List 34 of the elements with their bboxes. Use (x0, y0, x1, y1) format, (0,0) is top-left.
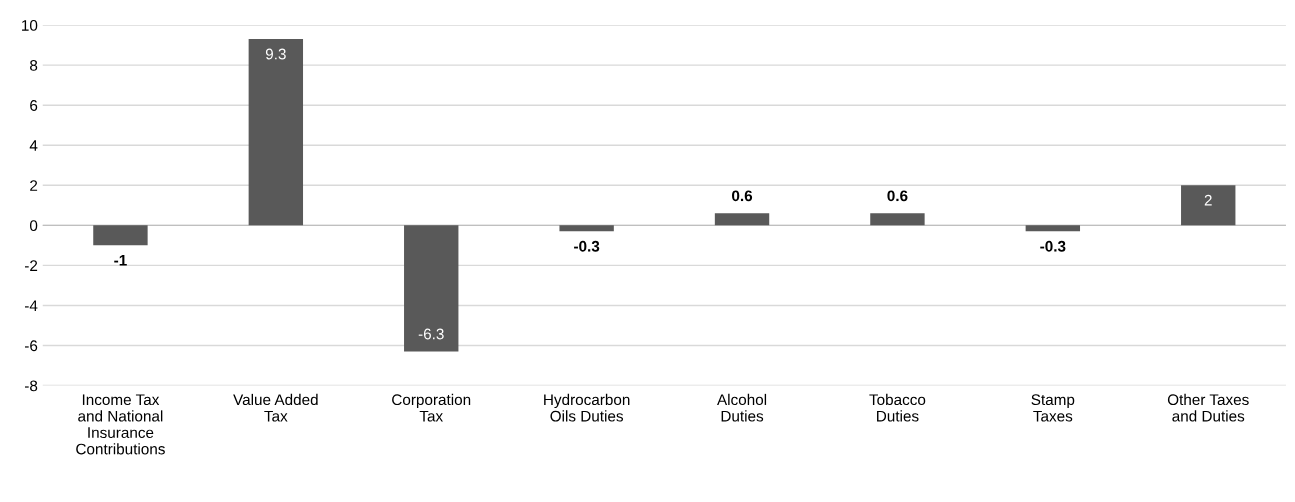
bar (93, 225, 148, 246)
y-tick-label: 2 (30, 180, 38, 191)
x-tick-label: Alcohol Duties (717, 393, 767, 422)
data-label: 0.6 (887, 190, 908, 202)
y-tick-label: 0 (29, 220, 38, 232)
x-tick-label: Value Added Tax (233, 393, 318, 422)
bar (714, 213, 770, 226)
data-label: -0.3 (1040, 240, 1066, 252)
y-tick-label: 8 (30, 60, 38, 71)
y-tick-label: 10 (22, 19, 38, 31)
y-tick-label: -6 (24, 340, 38, 352)
x-tick-label: Income Tax and National Insurance Contributions (76, 394, 165, 455)
x-tick-label: Tobacco Duties (869, 393, 926, 422)
x-tick-label: Other Taxes and Duties (1167, 393, 1249, 422)
data-label: 0.6 (732, 190, 753, 202)
data-label: -6.3 (418, 328, 444, 340)
data-label: -1 (114, 255, 127, 266)
bar (1025, 225, 1081, 232)
bar (870, 213, 925, 226)
data-label: 2 (1204, 194, 1212, 206)
bar (559, 225, 614, 232)
x-tick-label: Stamp Taxes (1031, 394, 1075, 422)
y-tick-label: 4 (29, 140, 38, 151)
x-tick-label: Hydrocarbon Oils Duties (544, 393, 630, 422)
data-label: 9.3 (265, 48, 286, 60)
y-tick-label: -4 (24, 300, 38, 311)
x-tick-label: Corporation Tax (392, 393, 471, 422)
y-tick-label: -2 (24, 260, 38, 271)
bar (1181, 185, 1236, 226)
y-tick-label: -8 (24, 380, 38, 392)
y-tick-label: 6 (30, 100, 38, 111)
bar (404, 225, 459, 352)
data-label: -0.3 (574, 240, 600, 252)
bar (248, 39, 304, 226)
